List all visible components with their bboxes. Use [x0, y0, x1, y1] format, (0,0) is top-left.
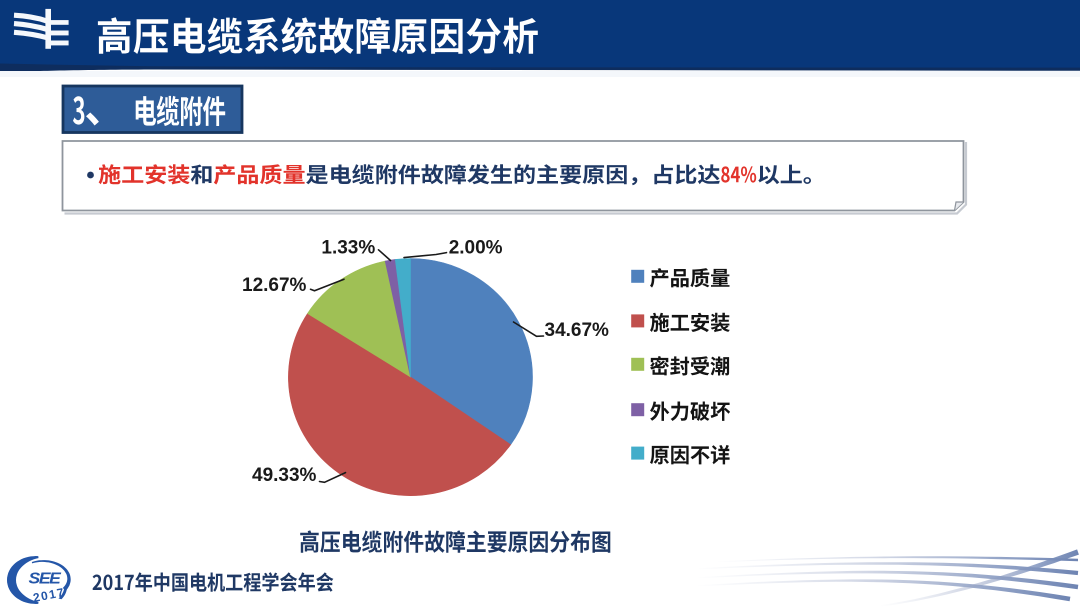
svg-text:2.00%: 2.00%: [449, 238, 503, 259]
svg-text:12.67%: 12.67%: [242, 275, 307, 296]
svg-text:34.67%: 34.67%: [545, 320, 610, 341]
svg-text:49.33%: 49.33%: [252, 465, 317, 486]
svg-text:SEE: SEE: [29, 571, 62, 588]
svg-text:2017: 2017: [32, 585, 66, 605]
svg-text:1.33%: 1.33%: [321, 238, 375, 259]
